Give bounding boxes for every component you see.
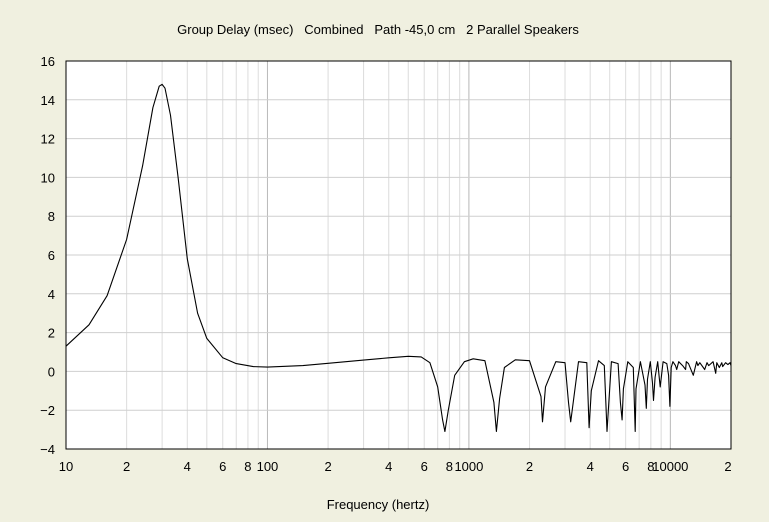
y-tick-label: 4 — [48, 287, 55, 302]
x-tick-label: 8 — [446, 459, 453, 474]
x-tick-label: 6 — [622, 459, 629, 474]
x-tick-label: 2 — [724, 459, 731, 474]
x-tick-label: 100 — [257, 459, 279, 474]
x-axis-label: Frequency (hertz) — [326, 497, 430, 512]
y-axis-ticks: −4 −2 0 2 4 6 8 10 12 14 16 — [40, 54, 55, 457]
x-tick-label: 4 — [385, 459, 392, 474]
x-tick-label: 10 — [59, 459, 73, 474]
x-tick-label: 2 — [526, 459, 533, 474]
x-tick-label: 8 — [244, 459, 251, 474]
y-tick-label: 12 — [41, 132, 55, 147]
x-tick-label: 6 — [421, 459, 428, 474]
chart-title: Group Delay (msec) Combined Path -45,0 c… — [177, 22, 579, 37]
y-tick-label: 14 — [41, 93, 55, 108]
x-tick-label: 10000 — [652, 459, 688, 474]
x-tick-label: 6 — [219, 459, 226, 474]
y-tick-label: −4 — [40, 442, 55, 457]
x-tick-label: 1000 — [454, 459, 483, 474]
x-tick-label: 4 — [587, 459, 594, 474]
x-tick-label: 2 — [123, 459, 130, 474]
plot-border — [65, 60, 732, 450]
y-tick-label: 0 — [48, 364, 55, 379]
x-tick-label: 4 — [184, 459, 191, 474]
y-tick-label: 6 — [48, 248, 55, 263]
y-tick-label: 2 — [48, 326, 55, 341]
y-tick-label: 8 — [48, 209, 55, 224]
series-group — [65, 83, 732, 433]
series-line-1 — [65, 83, 732, 433]
y-tick-label: 16 — [41, 54, 55, 69]
y-tick-label: −2 — [40, 403, 55, 418]
x-tick-label: 2 — [324, 459, 331, 474]
y-tick-label: 10 — [41, 170, 55, 185]
x-tick-label: 8 — [647, 459, 654, 474]
